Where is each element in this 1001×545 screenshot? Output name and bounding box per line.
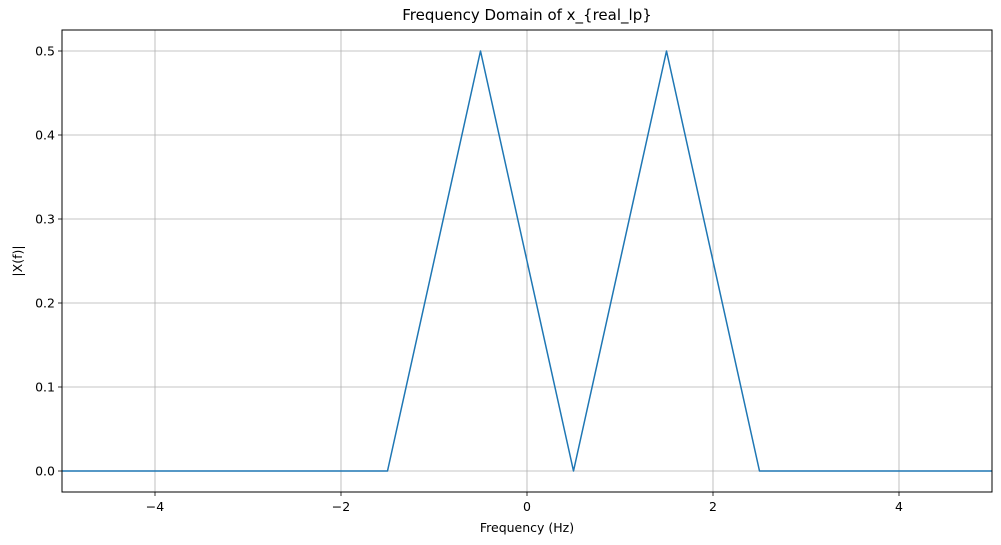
tick-layer: −4 −2 0 2 4 0.0 0.1 0.2 0.3 0.4 0.5: [35, 44, 903, 515]
x-tick-label: 4: [895, 499, 903, 514]
y-axis-label: |X(f)|: [10, 245, 25, 276]
y-tick-label: 0.4: [35, 128, 55, 143]
series-line: [62, 50, 992, 472]
y-tick-label: 0.3: [35, 212, 55, 227]
y-tick-label: 0.1: [35, 380, 55, 395]
y-tick-label: 0.5: [35, 44, 55, 59]
x-tick-label: −4: [146, 499, 164, 514]
series-layer: [62, 50, 992, 472]
chart-title: Frequency Domain of x_{real_lp}: [402, 6, 652, 25]
x-axis-label: Frequency (Hz): [480, 520, 574, 535]
y-tick-label: 0.2: [35, 296, 55, 311]
x-tick-label: 2: [709, 499, 717, 514]
y-tick-label: 0.0: [35, 464, 55, 479]
x-tick-label: −2: [332, 499, 350, 514]
x-tick-label: 0: [523, 499, 531, 514]
